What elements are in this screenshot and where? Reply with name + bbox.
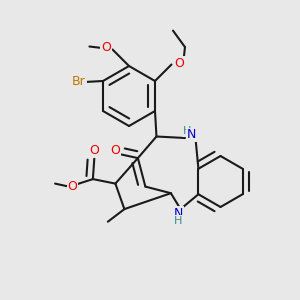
- Text: H: H: [174, 216, 182, 226]
- Text: O: O: [174, 57, 184, 70]
- Text: O: O: [101, 41, 111, 55]
- Text: H: H: [183, 126, 191, 136]
- Text: O: O: [110, 144, 120, 158]
- Text: Br: Br: [72, 75, 86, 88]
- Text: N: N: [174, 207, 184, 220]
- Text: N: N: [187, 128, 196, 142]
- Text: O: O: [89, 144, 99, 158]
- Text: O: O: [68, 180, 77, 193]
